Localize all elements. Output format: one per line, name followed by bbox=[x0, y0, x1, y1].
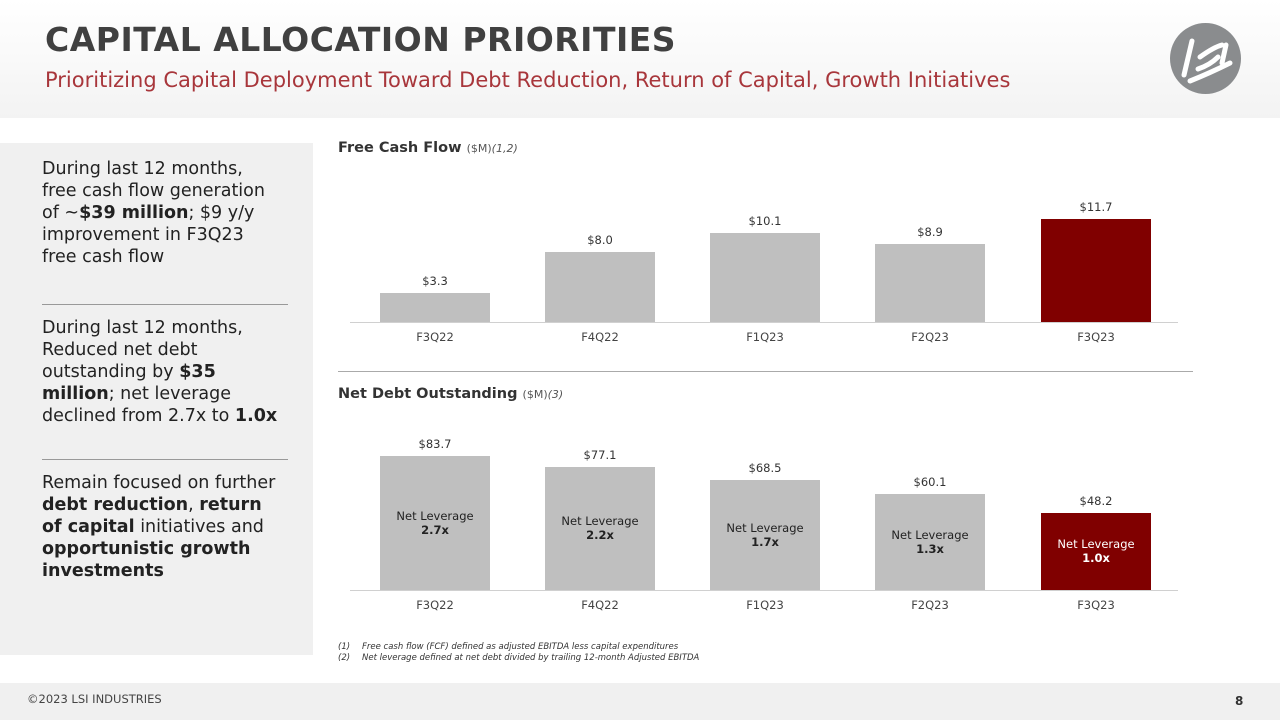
page-subtitle: Prioritizing Capital Deployment Toward D… bbox=[45, 68, 1011, 92]
x-tick-label: F1Q23 bbox=[746, 330, 784, 344]
footnote: (2) Net leverage defined at net debt divi… bbox=[338, 653, 700, 663]
x-tick-label: F3Q23 bbox=[1077, 598, 1115, 612]
body-text: , bbox=[188, 495, 200, 515]
leverage-value: 2.2x bbox=[586, 528, 614, 543]
x-tick-label: F4Q22 bbox=[581, 598, 619, 612]
net-debt-axis bbox=[350, 590, 1178, 591]
fcf-axis bbox=[350, 322, 1178, 323]
bar-F4Q22 bbox=[545, 466, 655, 590]
bar-F2Q23 bbox=[875, 493, 985, 590]
highlight-text: $35 million bbox=[42, 362, 216, 404]
page-title: CAPITAL ALLOCATION PRIORITIES bbox=[45, 20, 677, 59]
net-leverage-label: Net Leverage 1.3x bbox=[875, 528, 985, 556]
leverage-value: 2.7x bbox=[421, 523, 449, 538]
summary-net-debt: During last 12 months, Reduced net debt … bbox=[42, 317, 282, 427]
header bbox=[0, 0, 1280, 118]
data-label: $83.7 bbox=[418, 437, 452, 452]
x-tick-label: F3Q22 bbox=[416, 598, 454, 612]
data-label: $48.2 bbox=[1079, 493, 1113, 508]
summary-focus: Remain focused on further debt reduction… bbox=[42, 472, 282, 582]
x-tick-label: F2Q23 bbox=[911, 330, 949, 344]
data-label: $60.1 bbox=[913, 474, 947, 489]
body-text: initiatives and bbox=[134, 517, 264, 537]
summary-fcf: During last 12 months, free cash flow ge… bbox=[42, 158, 282, 268]
bar-F3Q22 bbox=[380, 292, 490, 322]
highlight-text: return of capital bbox=[42, 495, 262, 537]
leverage-caption: Net Leverage bbox=[1057, 537, 1135, 552]
copyright: ©2023 LSI INDUSTRIES bbox=[27, 692, 162, 706]
highlight-text: debt reduction bbox=[42, 495, 189, 515]
leverage-caption: Net Leverage bbox=[726, 521, 804, 536]
net-leverage-label: Net Leverage 1.0x bbox=[1041, 537, 1151, 565]
net-leverage-label: Net Leverage 2.2x bbox=[545, 514, 655, 542]
summary-panel bbox=[0, 143, 313, 655]
body-text: During last 12 months, free cash flow ge… bbox=[42, 159, 265, 223]
page-number: 8 bbox=[1235, 694, 1244, 708]
highlight-text: $39 million bbox=[79, 203, 189, 223]
net-leverage-label: Net Leverage 1.7x bbox=[710, 521, 820, 549]
footnote: (1) Free cash flow (FCF) defined as adjus… bbox=[338, 642, 679, 652]
x-tick-label: F3Q22 bbox=[416, 330, 454, 344]
body-text: Remain focused on further bbox=[42, 473, 276, 493]
leverage-caption: Net Leverage bbox=[891, 527, 969, 542]
bar-F3Q23 bbox=[1041, 512, 1151, 590]
net-leverage-label: Net Leverage 2.7x bbox=[380, 509, 490, 537]
data-label: $8.0 bbox=[587, 232, 613, 247]
divider bbox=[42, 459, 288, 460]
body-text: During last 12 months, Reduced net debt … bbox=[42, 318, 243, 382]
highlight-text: 1.0x bbox=[234, 406, 278, 426]
leverage-value: 1.3x bbox=[916, 541, 944, 556]
data-label: $68.5 bbox=[748, 461, 782, 476]
body-text: ; net leverage declined from 2.7x to bbox=[42, 384, 235, 426]
chart-divider bbox=[338, 371, 1193, 372]
divider bbox=[42, 304, 288, 305]
bar-F3Q22 bbox=[380, 456, 490, 590]
net-debt-chart-title: Net Debt Outstanding ($M)(3) bbox=[338, 386, 564, 402]
leverage-caption: Net Leverage bbox=[561, 514, 639, 529]
bar-F2Q23 bbox=[875, 243, 985, 322]
footnotes: (1) Free cash flow (FCF) defined as adjus… bbox=[338, 642, 699, 664]
x-tick-label: F4Q22 bbox=[581, 330, 619, 344]
leverage-value: 1.7x bbox=[751, 535, 779, 550]
x-tick-label: F3Q23 bbox=[1077, 330, 1115, 344]
bar-F1Q23 bbox=[710, 233, 820, 322]
x-tick-label: F1Q23 bbox=[746, 598, 784, 612]
data-label: $3.3 bbox=[422, 273, 448, 288]
highlight-text: opportunistic growth investments bbox=[42, 539, 251, 581]
data-label: $11.7 bbox=[1079, 200, 1113, 215]
fcf-chart-title: Free Cash Flow ($M)(1,2) bbox=[338, 140, 518, 156]
bar-F1Q23 bbox=[710, 480, 820, 590]
lsi-logo bbox=[1170, 23, 1241, 94]
data-label: $8.9 bbox=[917, 224, 943, 239]
leverage-value: 1.0x bbox=[1082, 551, 1110, 566]
leverage-caption: Net Leverage bbox=[396, 509, 474, 524]
data-label: $10.1 bbox=[748, 214, 782, 229]
body-text: ; $9 y/y improvement in F3Q23 free cash … bbox=[42, 203, 255, 267]
footer bbox=[0, 683, 1280, 720]
bar-F4Q22 bbox=[545, 251, 655, 322]
bar-F3Q23 bbox=[1041, 219, 1151, 322]
data-label: $77.1 bbox=[583, 447, 617, 462]
x-tick-label: F2Q23 bbox=[911, 598, 949, 612]
